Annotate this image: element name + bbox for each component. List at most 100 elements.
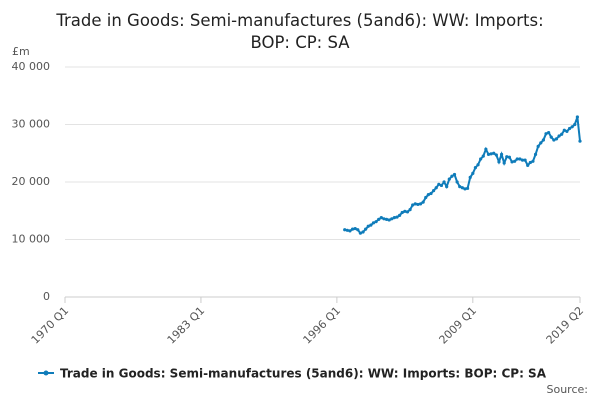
point <box>350 227 355 231</box>
point <box>486 152 491 156</box>
point <box>395 215 399 219</box>
legend-marker <box>43 370 49 376</box>
point <box>499 152 504 156</box>
point <box>494 153 498 157</box>
point <box>434 186 438 190</box>
y-tick-label: 30 000 <box>12 118 51 131</box>
y-tick-label: 20 000 <box>12 175 51 188</box>
y-tick-label: 40 000 <box>12 60 51 73</box>
point <box>481 154 485 158</box>
point <box>361 230 365 234</box>
point <box>366 224 370 228</box>
point <box>471 171 475 175</box>
point <box>570 125 574 129</box>
point <box>400 210 404 215</box>
point <box>578 139 582 143</box>
point <box>489 152 493 156</box>
point <box>447 177 451 181</box>
point <box>505 155 509 159</box>
point <box>523 158 527 162</box>
point <box>573 122 577 127</box>
point <box>371 221 376 225</box>
point <box>429 191 433 196</box>
point <box>343 228 347 232</box>
point <box>411 203 415 207</box>
x-tick-label: 2009 Q1 <box>437 304 480 347</box>
point <box>439 183 444 188</box>
point <box>497 160 501 164</box>
point <box>484 147 488 151</box>
point <box>536 144 540 148</box>
point <box>557 134 561 138</box>
point <box>416 202 420 207</box>
point <box>510 160 514 164</box>
point <box>463 187 467 191</box>
point <box>575 115 579 119</box>
x-tick-label: 1970 Q1 <box>29 304 72 347</box>
point <box>353 226 357 231</box>
point <box>502 161 506 165</box>
point <box>374 220 378 224</box>
point <box>382 217 386 221</box>
point <box>560 132 564 136</box>
point <box>450 174 454 178</box>
point <box>398 213 402 217</box>
point <box>468 175 472 179</box>
point <box>356 228 360 232</box>
x-tick-label: 1983 Q1 <box>165 304 208 347</box>
point <box>565 129 569 133</box>
point <box>562 128 566 132</box>
point <box>358 231 363 235</box>
point <box>479 157 483 161</box>
point <box>554 137 559 141</box>
point <box>458 185 462 189</box>
point <box>528 160 532 165</box>
point <box>515 157 519 161</box>
point <box>390 217 394 221</box>
point <box>384 217 389 221</box>
point <box>426 193 430 197</box>
point <box>473 166 478 170</box>
point <box>424 195 428 200</box>
point <box>567 126 572 131</box>
x-tick-label: 1996 Q1 <box>301 304 344 347</box>
point <box>408 208 412 212</box>
point <box>526 163 530 167</box>
point <box>348 229 352 233</box>
point <box>552 138 556 142</box>
point <box>465 186 470 190</box>
point <box>377 217 381 221</box>
point <box>541 138 546 142</box>
point <box>379 216 383 220</box>
point <box>455 180 459 184</box>
point <box>413 202 417 206</box>
point <box>544 132 548 136</box>
point <box>392 216 396 220</box>
point <box>518 157 522 161</box>
point <box>432 189 436 193</box>
point <box>533 152 538 156</box>
point <box>549 135 553 139</box>
point <box>369 223 373 227</box>
point <box>421 200 425 204</box>
chart-title: Trade in Goods: Semi-manufactures (5and6… <box>55 11 543 52</box>
point <box>539 141 543 145</box>
y-tick-label: 0 <box>43 290 50 303</box>
point <box>403 209 407 213</box>
point <box>507 155 512 159</box>
point <box>345 228 349 232</box>
point <box>476 163 480 167</box>
point <box>452 172 457 177</box>
point <box>387 218 391 222</box>
point <box>460 186 464 190</box>
point <box>531 159 535 163</box>
point <box>513 159 517 163</box>
point <box>520 158 525 162</box>
point <box>437 182 441 186</box>
point <box>445 185 449 189</box>
point <box>405 210 410 214</box>
x-tick-label: 2019 Q2 <box>544 304 587 347</box>
point <box>364 227 368 231</box>
point <box>442 180 446 184</box>
